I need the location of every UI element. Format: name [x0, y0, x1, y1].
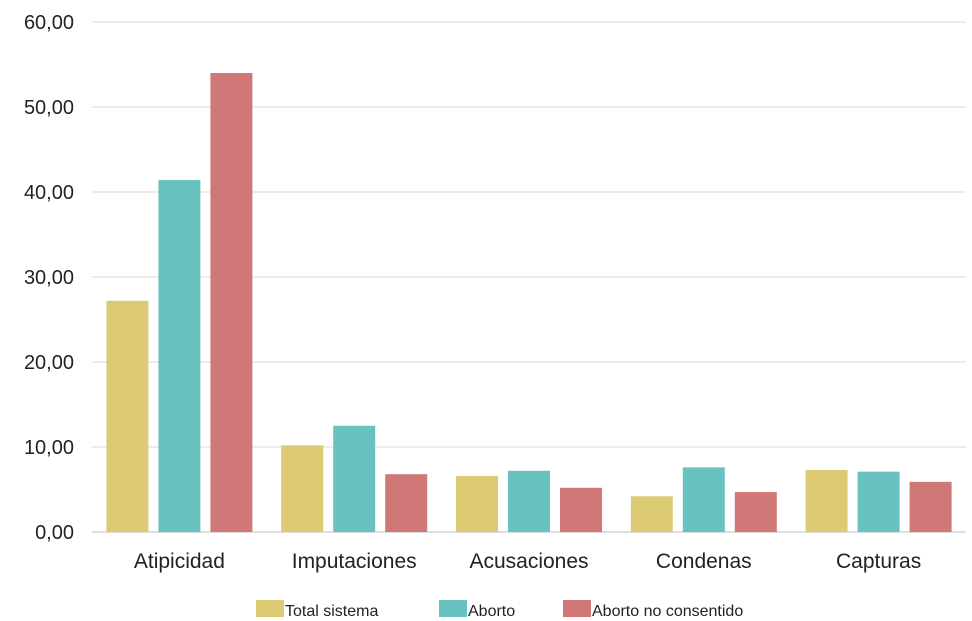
- legend-label: Aborto: [468, 603, 515, 620]
- y-tick-label: 30,00: [24, 267, 74, 289]
- bar-capturas-aborto: [857, 471, 900, 532]
- y-tick-label: 20,00: [24, 352, 74, 374]
- bar-atipicidad-total-sistema: [106, 300, 149, 532]
- bar-condenas-total-sistema: [630, 496, 673, 532]
- bar-acusaciones-aborto-no-consentido: [560, 487, 602, 532]
- y-tick-label: 0,00: [35, 522, 74, 544]
- bar-atipicidad-aborto-no-consentido: [210, 73, 253, 532]
- legend-swatch: [256, 600, 284, 617]
- legend-swatch: [439, 600, 467, 617]
- bar-acusaciones-aborto: [508, 470, 550, 532]
- x-category-label: Acusaciones: [469, 550, 588, 573]
- legend-label: Total sistema: [285, 603, 378, 620]
- bar-imputaciones-aborto-no-consentido: [385, 474, 428, 532]
- y-tick-label: 10,00: [24, 437, 74, 459]
- bar-atipicidad-aborto: [158, 180, 201, 532]
- x-category-label: Capturas: [836, 550, 921, 573]
- bar-condenas-aborto-no-consentido: [734, 492, 777, 532]
- legend-label: Aborto no consentido: [592, 603, 743, 620]
- bar-condenas-aborto: [682, 467, 725, 532]
- bar-acusaciones-total-sistema: [456, 475, 498, 532]
- legend: Total sistema Aborto Aborto no consentido: [256, 600, 743, 620]
- bar-capturas-aborto-no-consentido: [909, 481, 952, 532]
- bars: [106, 73, 952, 532]
- y-tick-label: 50,00: [24, 97, 74, 119]
- x-category-label: Condenas: [656, 550, 752, 573]
- x-category-label: Atipicidad: [134, 550, 225, 573]
- x-axis-category-labels: Atipicidad Imputaciones Acusaciones Condena…: [134, 550, 921, 573]
- legend-swatch: [563, 600, 591, 617]
- y-axis-tick-labels: 0,00 10,00 20,00 30,00 40,00 50,00 60,00: [24, 12, 74, 544]
- x-category-label: Imputaciones: [292, 550, 417, 573]
- bar-capturas-total-sistema: [805, 469, 848, 532]
- bar-imputaciones-total-sistema: [281, 445, 324, 532]
- bar-imputaciones-aborto: [333, 425, 376, 532]
- y-tick-label: 60,00: [24, 12, 74, 34]
- y-tick-label: 40,00: [24, 182, 74, 204]
